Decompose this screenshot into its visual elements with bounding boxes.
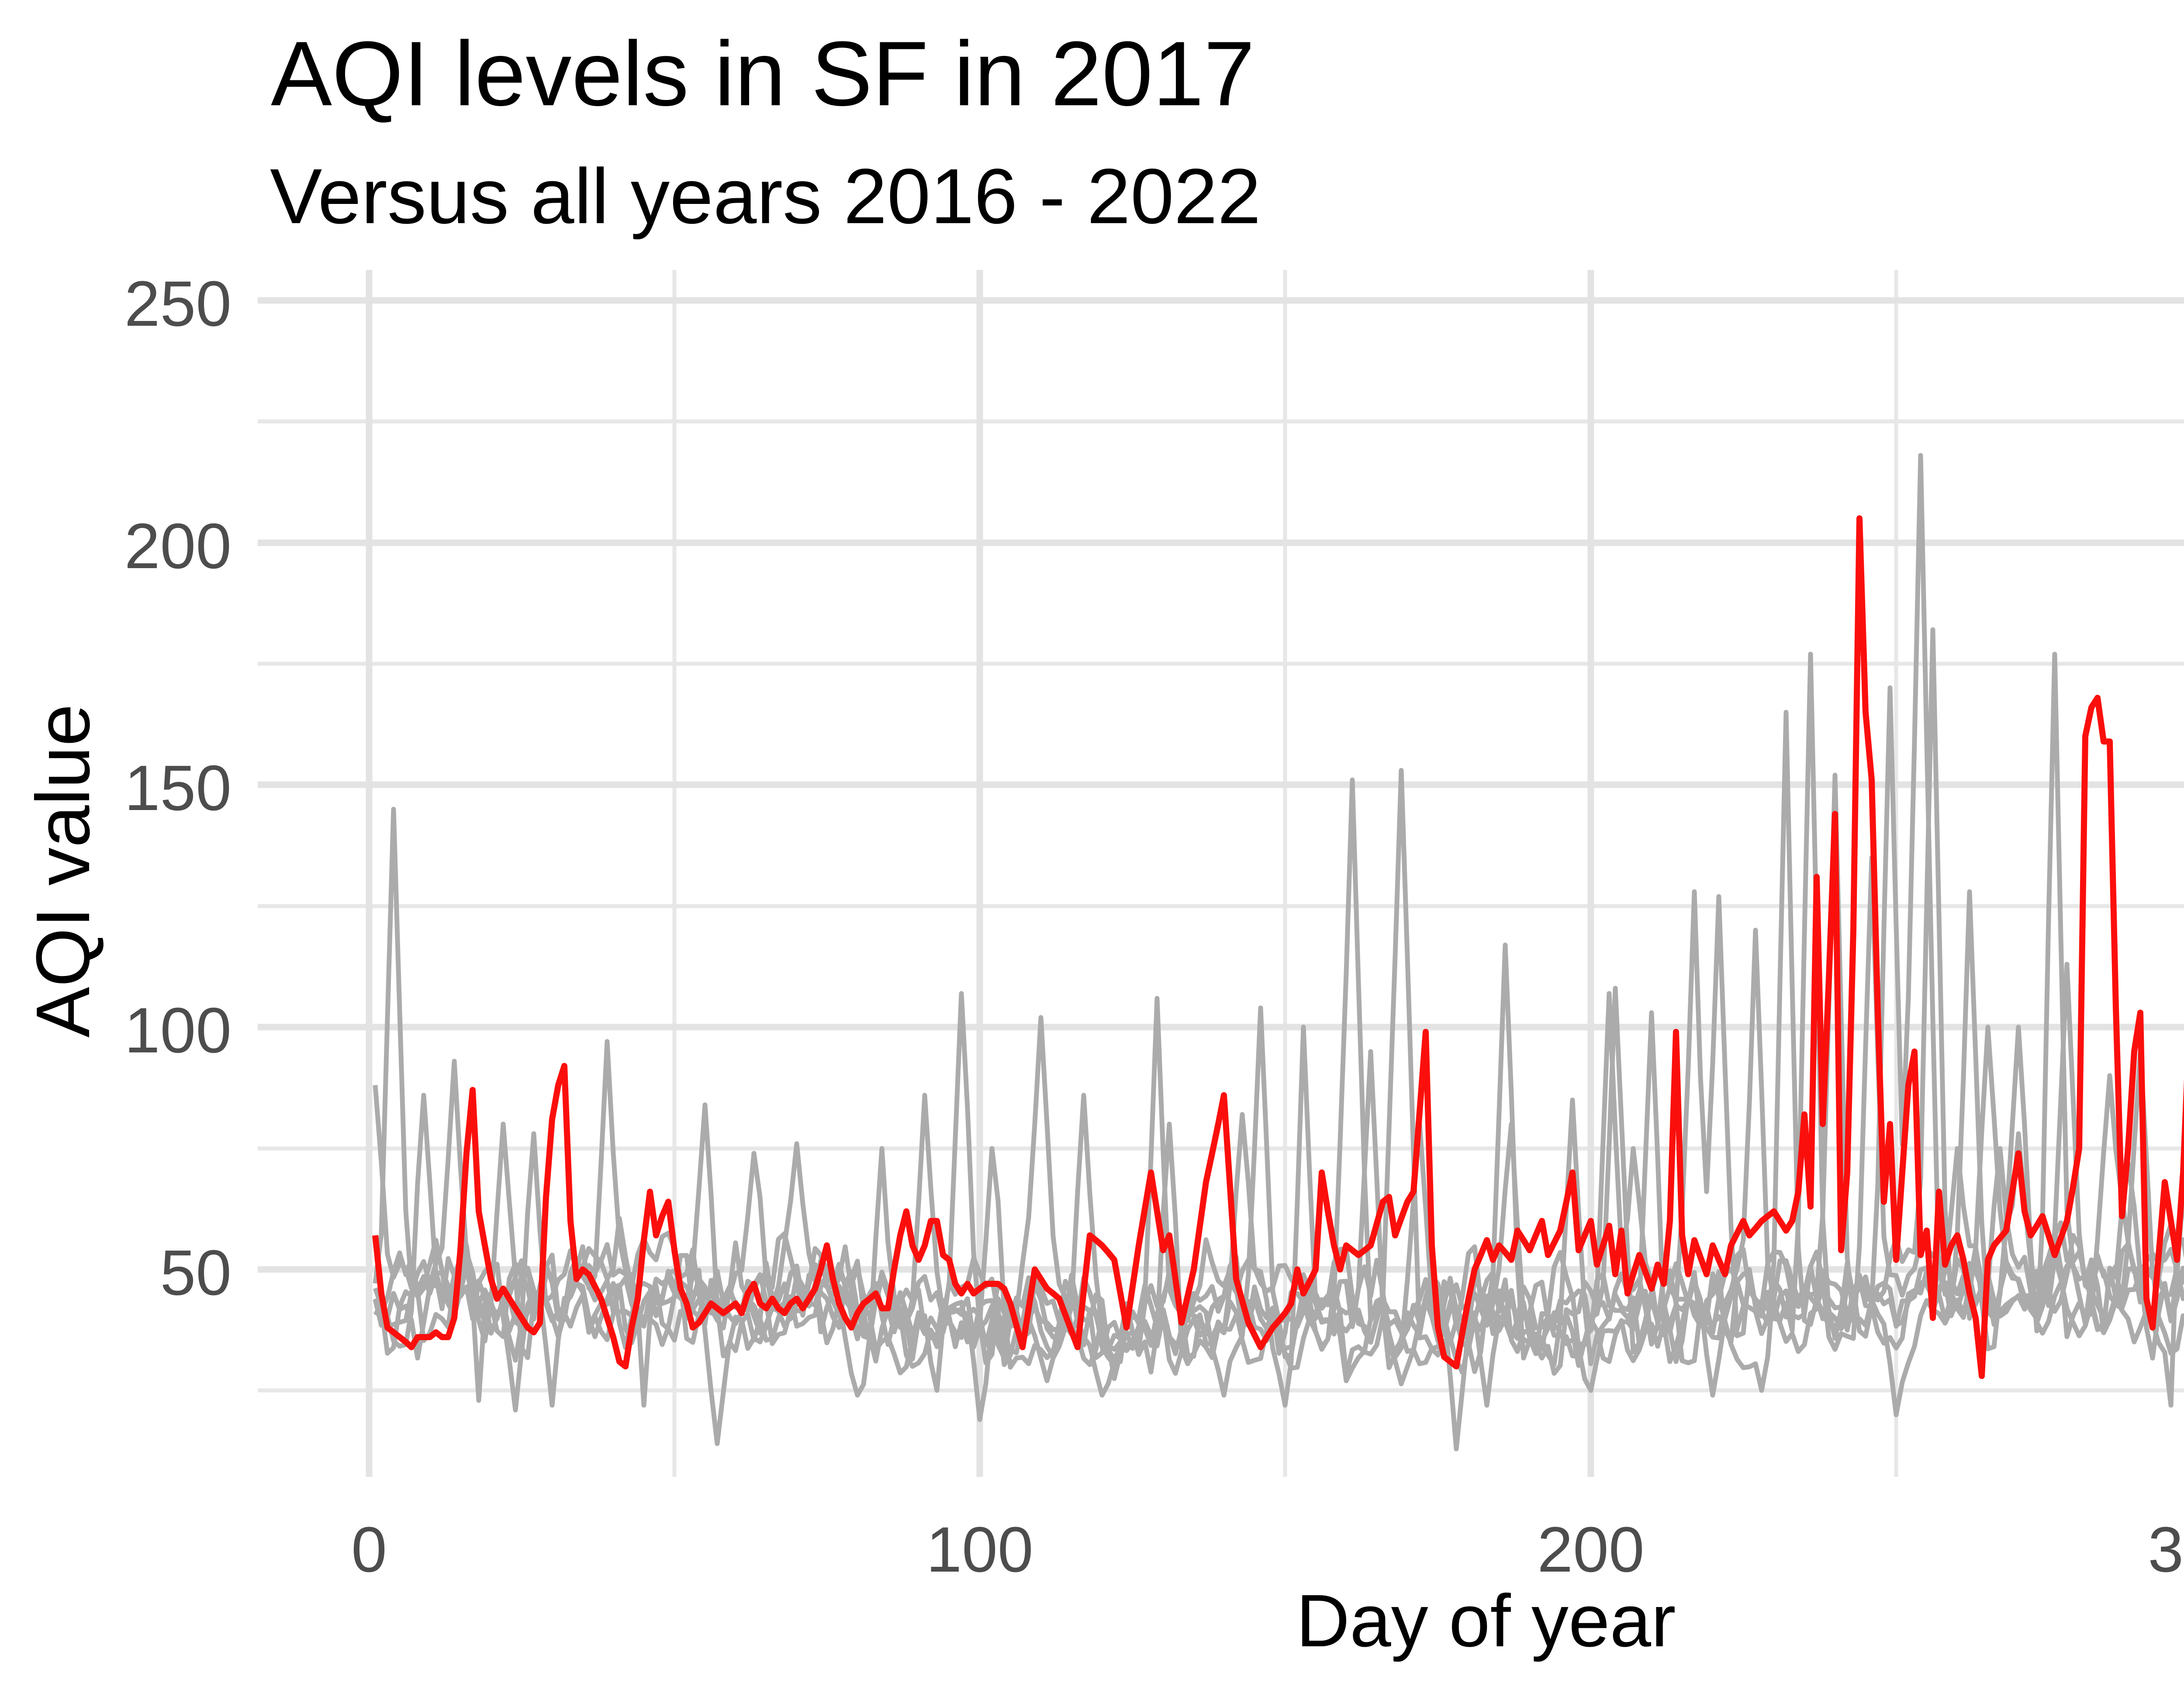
- svg-text:200: 200: [124, 510, 232, 582]
- svg-text:250: 250: [124, 268, 232, 340]
- svg-text:100: 100: [926, 1514, 1033, 1586]
- svg-text:300: 300: [2148, 1514, 2184, 1586]
- svg-text:150: 150: [124, 752, 232, 824]
- svg-text:Versus all years 2016 - 2022: Versus all years 2016 - 2022: [270, 152, 1261, 240]
- svg-text:0: 0: [351, 1514, 387, 1586]
- svg-text:100: 100: [124, 995, 232, 1066]
- svg-text:200: 200: [1537, 1514, 1644, 1586]
- svg-text:AQI levels in SF in 2017: AQI levels in SF in 2017: [271, 22, 1255, 125]
- svg-text:50: 50: [160, 1237, 232, 1309]
- svg-text:AQI value: AQI value: [20, 704, 105, 1038]
- svg-text:Day of year: Day of year: [1296, 1579, 1676, 1662]
